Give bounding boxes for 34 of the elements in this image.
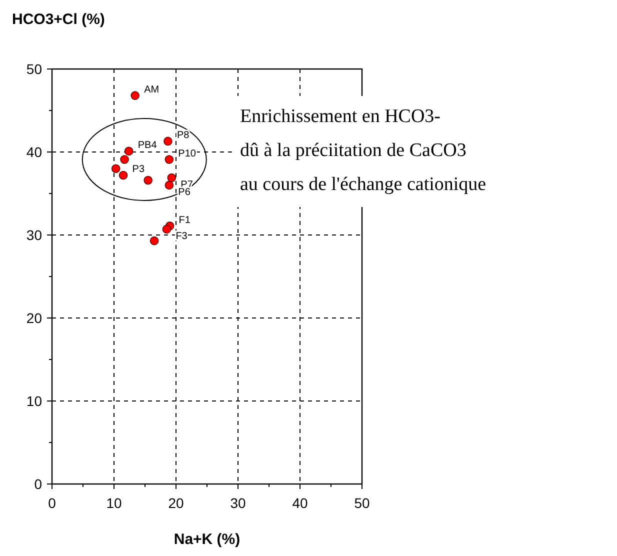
point <box>167 173 176 182</box>
x-tick-label: 20 <box>168 495 184 511</box>
annotation: P10 <box>178 148 196 160</box>
point <box>164 136 172 146</box>
x-tick-label: 0 <box>48 495 56 511</box>
x-tick-label: 30 <box>230 495 246 511</box>
point <box>124 146 134 156</box>
x-axis-title: Na+K (%) <box>174 531 240 548</box>
point <box>162 224 172 234</box>
annotation: F1 <box>178 214 191 226</box>
x-tick-label: 50 <box>354 495 370 511</box>
point <box>111 164 120 173</box>
point <box>130 91 140 100</box>
annotation: PB4 <box>138 140 158 152</box>
y-tick-label: 40 <box>26 144 42 160</box>
y-tick-label: 30 <box>26 227 42 243</box>
y-tick-label: 50 <box>26 61 42 77</box>
annotation: F3 <box>176 231 188 242</box>
annotation: AM <box>144 84 160 96</box>
annotation: P8 <box>176 130 190 142</box>
point <box>120 155 129 164</box>
point <box>150 236 159 246</box>
x-tick-label: 40 <box>292 495 308 511</box>
point <box>118 170 128 180</box>
x-tick-label: 10 <box>106 495 122 511</box>
annotation: Enrichissement en HCO3- dû à la préciitation de CaCO3 au cours de l'échange cationique <box>240 106 486 195</box>
y-axis-title: HCO3+Cl (%) <box>12 11 105 28</box>
y-tick-label: 0 <box>34 476 42 492</box>
y-tick-label: 10 <box>26 393 42 409</box>
point <box>144 176 152 185</box>
annotation: P3 <box>132 164 145 176</box>
y-tick-label: 20 <box>26 310 42 326</box>
point <box>164 180 174 190</box>
point <box>164 155 174 164</box>
